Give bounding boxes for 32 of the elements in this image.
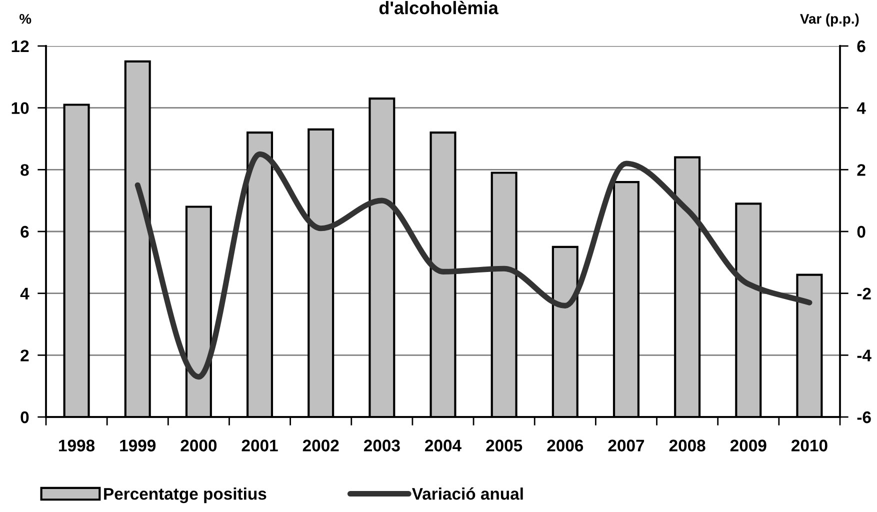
y2-tick-label: 4 xyxy=(856,102,866,114)
y-tick-label: 6 xyxy=(20,226,29,238)
y-tick-label: 8 xyxy=(20,164,29,176)
x-tick-label: 2000 xyxy=(180,440,217,452)
y2-tick-label: -6 xyxy=(857,411,871,424)
x-tick-label: 2001 xyxy=(242,440,278,452)
y-tick-label: 2 xyxy=(20,350,29,362)
legend-label: Variació anual xyxy=(412,487,523,500)
x-tick-label: 2005 xyxy=(486,440,522,452)
x-tick-label: 2006 xyxy=(547,440,584,452)
y2-tick-label: -2 xyxy=(857,288,871,300)
chart-title: d'alcoholèmia xyxy=(379,0,498,14)
x-tick-label: 2008 xyxy=(669,440,706,452)
legend-label: Percentatge positius xyxy=(104,488,266,504)
y2-axis-title: Var (p.p.) xyxy=(800,14,859,27)
y-tick-label: 10 xyxy=(12,102,29,114)
x-tick-label: 2002 xyxy=(302,440,339,452)
x-tick-label: 2003 xyxy=(364,440,400,452)
y-tick-label: 0 xyxy=(20,411,29,424)
y2-tick-label: 0 xyxy=(857,226,866,238)
y2-tick-label: 6 xyxy=(857,40,866,52)
y-tick-label: 12 xyxy=(12,40,29,52)
x-tick-label: 2007 xyxy=(608,440,644,452)
x-tick-label: 2004 xyxy=(425,440,462,452)
x-tick-label: 2010 xyxy=(792,440,828,452)
y-axis-title: % xyxy=(20,14,32,24)
y-tick-label: 4 xyxy=(20,288,30,300)
x-tick-label: 1998 xyxy=(59,440,95,452)
y2-tick-label: 2 xyxy=(857,164,866,176)
y2-tick-label: -4 xyxy=(857,350,872,362)
x-tick-label: 1999 xyxy=(120,440,156,452)
x-tick-label: 2009 xyxy=(730,440,766,452)
